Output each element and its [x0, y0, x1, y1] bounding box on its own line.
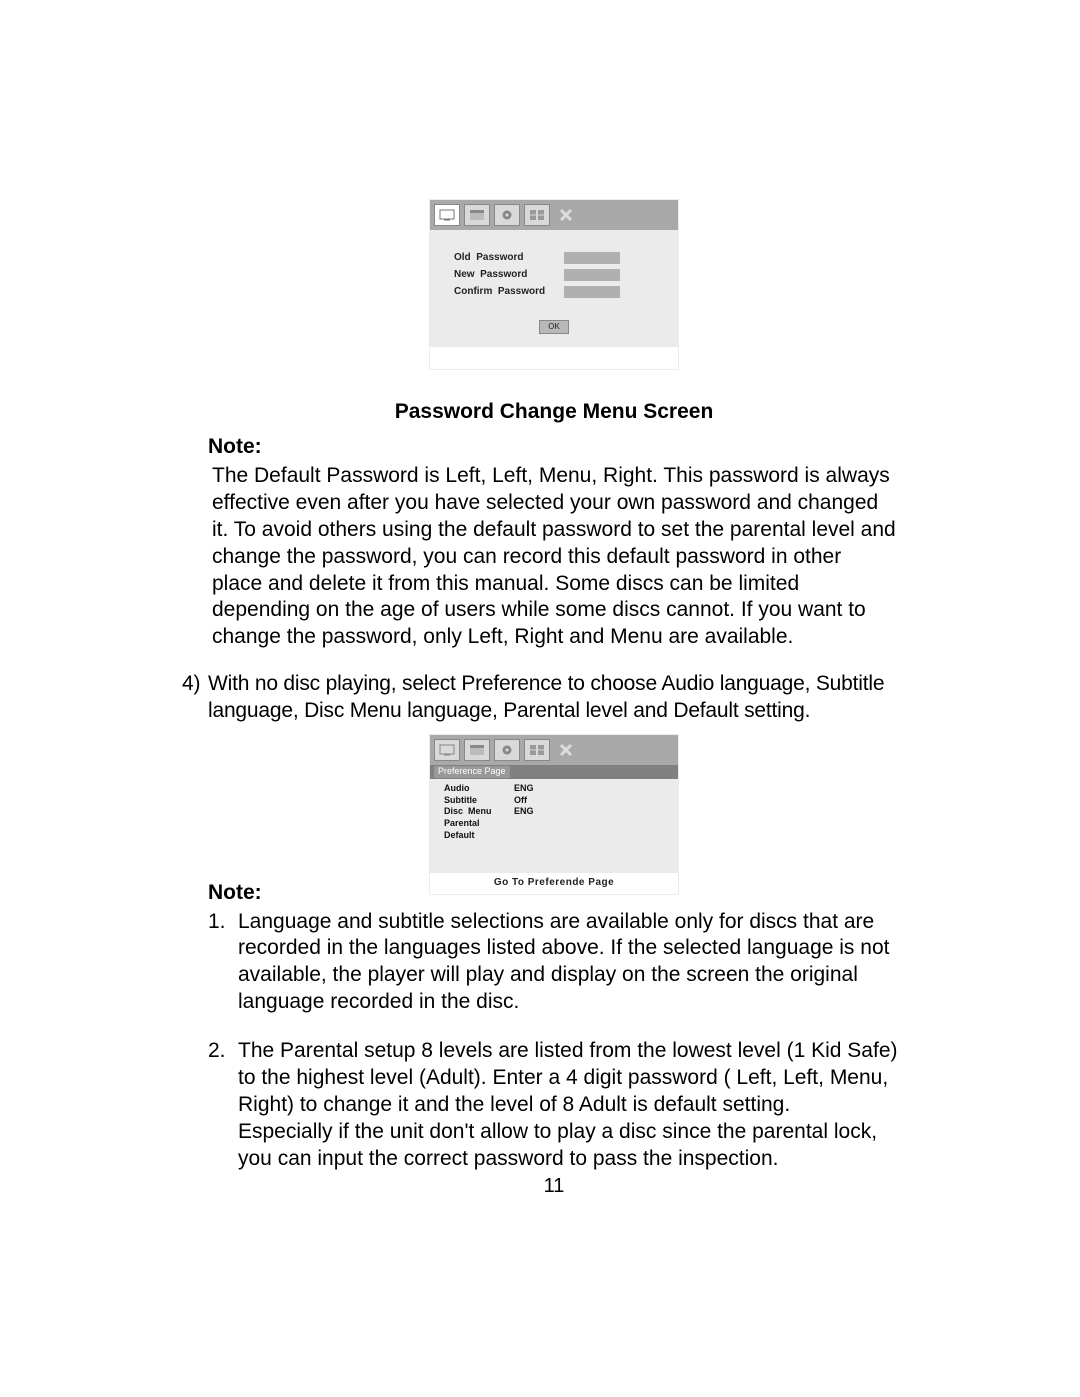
preference-list: Audio ENG Subtitle Off Disc Menu ENG Par…: [430, 779, 678, 873]
speaker-icon: [494, 739, 520, 761]
document-page: Old Password New Password Confirm Passwo…: [0, 0, 1080, 1397]
list-number: 1.: [208, 909, 238, 1017]
tab-bar: [430, 735, 678, 765]
password-form: Old Password New Password Confirm Passwo…: [430, 230, 678, 347]
pref-key: Parental: [444, 818, 514, 830]
step-4-number: 4): [182, 671, 208, 725]
password-change-screenshot: Old Password New Password Confirm Passwo…: [430, 200, 678, 369]
close-icon: [554, 205, 578, 225]
pref-row-parental[interactable]: Parental: [444, 818, 668, 830]
pref-val: Off: [514, 795, 554, 807]
pref-row-subtitle[interactable]: Subtitle Off: [444, 795, 668, 807]
pref-key: Disc Menu: [444, 806, 514, 818]
list-number: 2.: [208, 1038, 238, 1172]
ok-row: OK: [454, 310, 654, 337]
speaker-icon: [494, 204, 520, 226]
tab-bar: [430, 200, 678, 230]
ok-button[interactable]: OK: [539, 320, 569, 334]
pref-val: [514, 818, 554, 830]
pref-val: [514, 830, 554, 842]
confirm-password-row: Confirm Password: [454, 286, 654, 299]
preference-title-bar: Preference Page: [430, 765, 678, 779]
new-password-row: New Password: [454, 269, 654, 282]
new-password-input[interactable]: [564, 269, 620, 281]
pref-key: Subtitle: [444, 795, 514, 807]
list-text: The Parental setup 8 levels are listed f…: [238, 1038, 900, 1172]
step-4: 4) With no disc playing, select Preferen…: [182, 671, 900, 725]
grid-icon: [524, 204, 550, 226]
screenshot-footer-blank: [430, 347, 678, 369]
pref-val: ENG: [514, 783, 554, 795]
pref-key: Audio: [444, 783, 514, 795]
old-password-input[interactable]: [564, 252, 620, 264]
preference-page-screenshot: Preference Page Audio ENG Subtitle Off D…: [430, 735, 678, 894]
pref-row-audio[interactable]: Audio ENG: [444, 783, 668, 795]
screenshot-caption: Password Change Menu Screen: [208, 399, 900, 426]
grid-icon: [524, 739, 550, 761]
confirm-password-input[interactable]: [564, 286, 620, 298]
list-item-1: 1. Language and subtitle selections are …: [208, 909, 900, 1017]
new-password-label: New Password: [454, 269, 564, 282]
note-text: The Default Password is Left, Left, Menu…: [212, 463, 896, 651]
monitor-icon: [434, 204, 460, 226]
preference-title: Preference Page: [434, 766, 510, 778]
monitor-icon: [434, 739, 460, 761]
note-2-block: Note: 1. Language and subtitle selection…: [208, 880, 900, 1173]
old-password-row: Old Password: [454, 252, 654, 265]
old-password-label: Old Password: [454, 252, 564, 265]
close-icon: [554, 740, 578, 760]
pref-row-default[interactable]: Default: [444, 830, 668, 842]
step-4-text: With no disc playing, select Preference …: [208, 671, 900, 725]
clapper-icon: [464, 739, 490, 761]
pref-row-disc-menu[interactable]: Disc Menu ENG: [444, 806, 668, 818]
content-column: Old Password New Password Confirm Passwo…: [208, 200, 900, 1200]
pref-val: ENG: [514, 806, 554, 818]
page-number: 11: [208, 1174, 900, 1200]
list-text: Language and subtitle selections are ava…: [238, 909, 900, 1017]
list-item-2: 2. The Parental setup 8 levels are liste…: [208, 1038, 900, 1172]
confirm-password-label: Confirm Password: [454, 286, 564, 299]
note-label: Note:: [208, 434, 900, 461]
pref-key: Default: [444, 830, 514, 842]
clapper-icon: [464, 204, 490, 226]
